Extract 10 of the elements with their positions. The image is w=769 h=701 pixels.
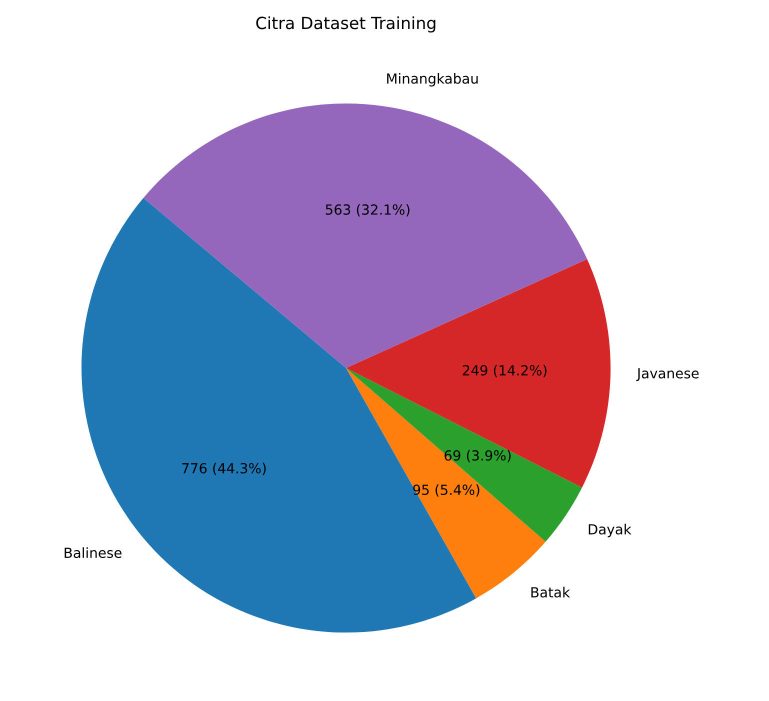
- slice-label: Minangkabau: [387, 73, 478, 86]
- data-label: 776 (44.3%): [182, 462, 266, 476]
- data-label: 563 (32.1%): [326, 204, 410, 216]
- slice-label: Dayak: [588, 524, 632, 538]
- data-label: 249 (14.2%): [462, 364, 546, 378]
- data-label: 69 (3.9%): [444, 450, 511, 462]
- chart-title: Citra Dataset Training: [256, 16, 436, 32]
- slice-label: Javanese: [636, 368, 699, 382]
- slice-label: Batak: [531, 586, 570, 598]
- slice-label: Balinese: [64, 547, 122, 558]
